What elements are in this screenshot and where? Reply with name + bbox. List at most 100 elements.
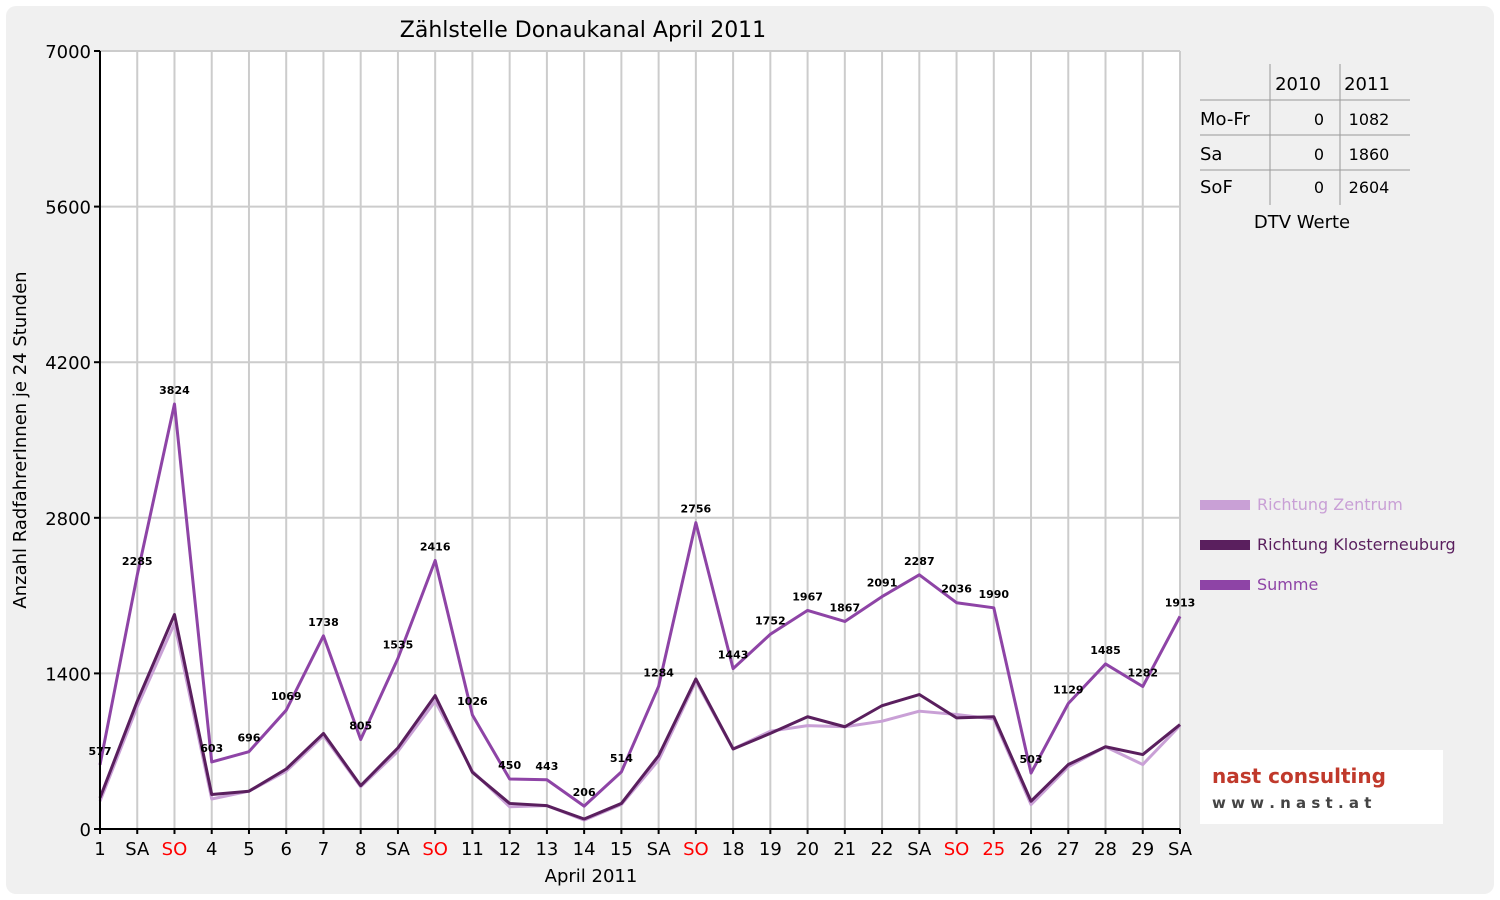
x-tick-label: SA [647, 839, 672, 860]
table-caption: DTV Werte [1254, 212, 1350, 233]
table-row-label: Mo-Fr [1200, 109, 1250, 130]
data-label: 503 [1020, 753, 1043, 766]
legend-swatch-summe [1200, 580, 1250, 590]
y-tick-label: 0 [80, 820, 91, 841]
table-cell: 0 [1314, 178, 1324, 197]
x-tick-label: 21 [833, 839, 856, 860]
x-tick-label: SO [683, 839, 709, 860]
legend-label-zentrum: Richtung Zentrum [1257, 495, 1403, 514]
data-label: 1867 [830, 601, 861, 614]
table-cell: 0 [1314, 145, 1324, 164]
data-label: 2416 [420, 540, 451, 553]
x-tick-label: SA [125, 839, 150, 860]
x-tick-label: 26 [1020, 839, 1043, 860]
data-label: 514 [610, 752, 633, 765]
x-tick-label: 11 [461, 839, 484, 860]
x-tick-label: 4 [206, 839, 217, 860]
x-tick-label: 1 [94, 839, 105, 860]
x-tick-label: 20 [796, 839, 819, 860]
table-cell: 2604 [1349, 178, 1390, 197]
data-label: 2756 [681, 503, 712, 516]
table-cell: 1082 [1349, 110, 1390, 129]
x-tick-label: 29 [1131, 839, 1154, 860]
x-tick-label: SO [422, 839, 448, 860]
x-tick-label: SO [162, 839, 188, 860]
plot-area [100, 51, 1180, 829]
data-label: 206 [573, 786, 596, 799]
table-row-label: Sa [1200, 144, 1222, 165]
data-label: 1443 [718, 649, 749, 662]
x-tick-label: 25 [982, 839, 1005, 860]
data-label: 1752 [755, 614, 786, 627]
data-label: 1535 [383, 638, 414, 651]
x-tick-label: 13 [535, 839, 558, 860]
data-label: 1284 [643, 666, 674, 679]
x-tick-label: 18 [722, 839, 745, 860]
y-tick-label: 4200 [45, 353, 91, 374]
table-row-label: SoF [1200, 177, 1233, 198]
data-label: 1967 [792, 590, 823, 603]
y-tick-label: 7000 [45, 42, 91, 63]
data-label: 2091 [867, 577, 898, 590]
data-label: 2287 [904, 555, 935, 568]
series-line [98, 612, 1181, 821]
data-label: 805 [349, 720, 372, 733]
table-header-2010: 2010 [1275, 74, 1321, 95]
nast-logo: nast consulting w w w . n a s t . a t [1200, 750, 1443, 824]
x-tick-label: 28 [1094, 839, 1117, 860]
table-header-2011: 2011 [1344, 74, 1390, 95]
legend-label-summe: Summe [1257, 575, 1318, 594]
data-label: 2285 [122, 555, 153, 568]
data-label: 1282 [1127, 667, 1158, 680]
legend-swatch-zentrum [1200, 500, 1250, 510]
x-tick-label: 14 [573, 839, 596, 860]
series-lines [98, 402, 1182, 822]
data-label: 450 [498, 759, 521, 772]
logo-text: nast consulting [1212, 764, 1386, 788]
x-tick-label: 6 [280, 839, 291, 860]
data-label: 696 [237, 732, 260, 745]
y-axis-label: Anzahl RadfahrerInnen je 24 Stunden [10, 271, 31, 608]
table-cell: 1860 [1349, 145, 1390, 164]
data-label: 1069 [271, 690, 302, 703]
y-tick-label: 1400 [45, 664, 91, 685]
logo-box [1200, 750, 1443, 824]
legend: Richtung Zentrum Richtung Klosterneuburg… [1200, 495, 1456, 594]
x-tick-label: 12 [498, 839, 521, 860]
x-tick-label: 19 [759, 839, 782, 860]
x-tick-label: 27 [1057, 839, 1080, 860]
legend-label-klosterneuburg: Richtung Klosterneuburg [1257, 535, 1456, 554]
x-tick-label: SA [1168, 839, 1193, 860]
data-label: 1738 [308, 616, 339, 629]
data-label: 443 [535, 760, 558, 773]
data-label: 1026 [457, 695, 488, 708]
y-tick-label: 5600 [45, 198, 91, 219]
data-labels: 5772285382460369610691738805153524161026… [89, 384, 1196, 799]
axes: 0 1400 2800 4200 5600 7000 1 SA SO 4 5 6 7 8 SA SO 11 12 1… [45, 42, 1193, 860]
data-label: 1990 [978, 588, 1009, 601]
y-tick-label: 2800 [45, 509, 91, 530]
x-tick-label: SO [944, 839, 970, 860]
x-tick-label: SA [386, 839, 411, 860]
data-label: 1485 [1090, 644, 1121, 657]
x-tick-label: 22 [871, 839, 894, 860]
x-tick-label: SA [907, 839, 932, 860]
table-cell: 0 [1314, 110, 1324, 129]
x-tick-label: 8 [355, 839, 366, 860]
series-line [98, 402, 1182, 808]
dtv-table: 2010 2011 Mo-Fr 0 1082 Sa 0 1860 SoF 0 2… [1200, 64, 1410, 233]
data-label: 3824 [159, 384, 190, 397]
legend-swatch-klosterneuburg [1200, 540, 1250, 550]
chart-title: Zählstelle Donaukanal April 2011 [400, 18, 766, 43]
x-tick-label: 5 [243, 839, 254, 860]
data-label: 603 [200, 742, 223, 755]
logo-url: w w w . n a s t . a t [1212, 794, 1371, 812]
data-label: 1913 [1165, 596, 1196, 609]
grid [100, 50, 1181, 829]
x-tick-label: 7 [318, 839, 329, 860]
x-tick-label: 15 [610, 839, 633, 860]
x-axis-label: April 2011 [545, 866, 638, 887]
data-label: 2036 [941, 583, 972, 596]
data-label: 1129 [1053, 684, 1084, 697]
